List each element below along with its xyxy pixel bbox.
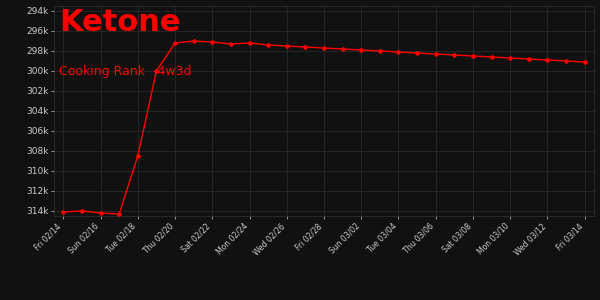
Text: Ketone: Ketone bbox=[59, 8, 181, 37]
Text: Cooking Rank  -4w3d: Cooking Rank -4w3d bbox=[59, 65, 192, 78]
